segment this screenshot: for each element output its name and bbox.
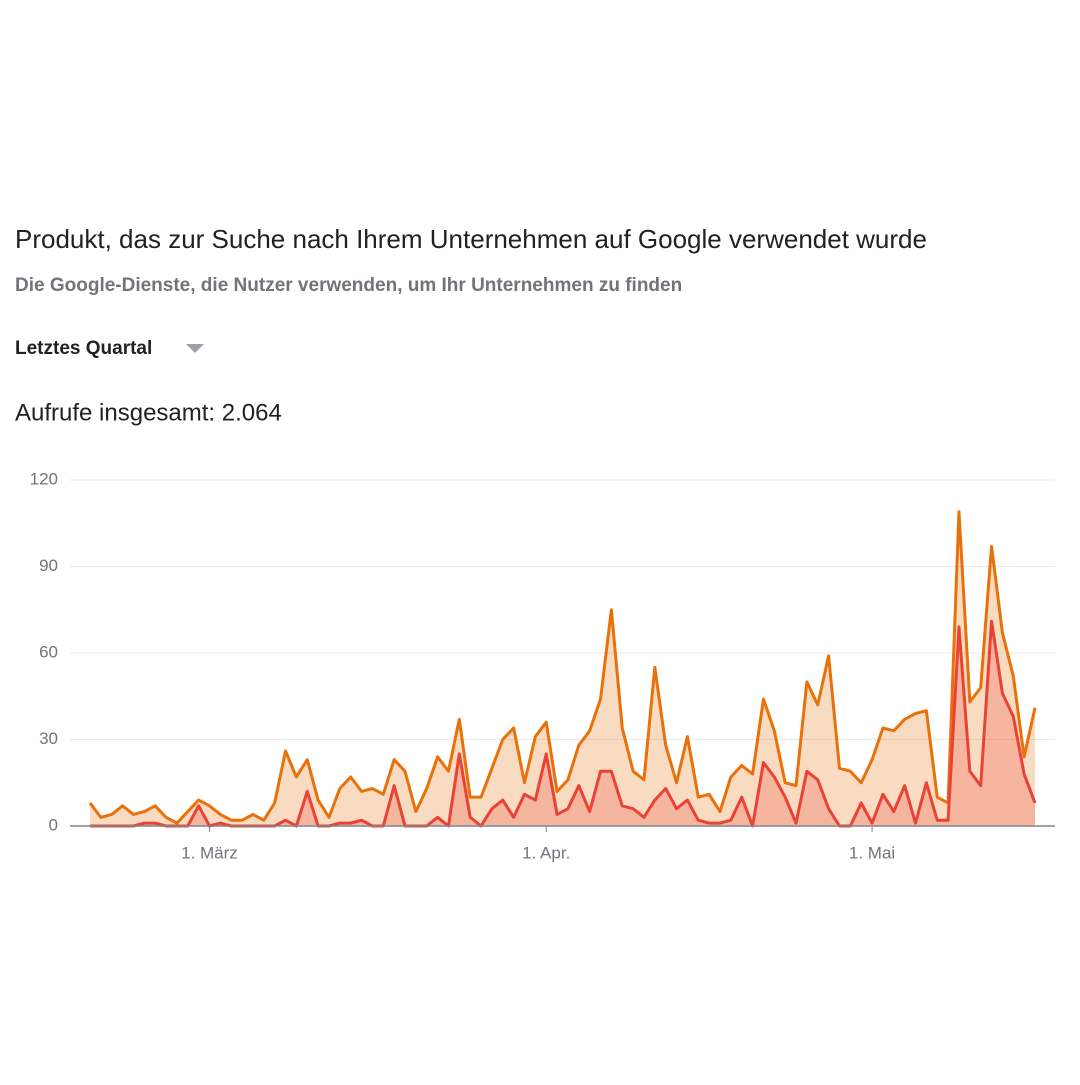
area-fill — [90, 511, 1035, 826]
y-tick-label: 60 — [39, 642, 58, 661]
series-line — [88, 510, 1037, 825]
y-tick-label: 90 — [39, 556, 58, 575]
x-tick-label: 1. Apr. — [522, 843, 570, 862]
period-dropdown[interactable]: Letztes Quartal — [15, 338, 152, 359]
y-tick-label: 30 — [39, 729, 58, 748]
x-tick-label: 1. März — [181, 843, 238, 862]
summary: Aufrufe insgesamt: 2.064 — [15, 399, 282, 426]
dropdown-arrow[interactable] — [186, 344, 204, 353]
x-tick-label: 1. Mai — [849, 843, 895, 862]
chart-subtitle: Die Google-Dienste, die Nutzer verwenden… — [15, 275, 682, 296]
y-tick-label: 0 — [49, 815, 58, 834]
y-tick-label: 120 — [30, 469, 58, 488]
chart-title: Produkt, das zur Suche nach Ihrem Untern… — [15, 224, 927, 254]
